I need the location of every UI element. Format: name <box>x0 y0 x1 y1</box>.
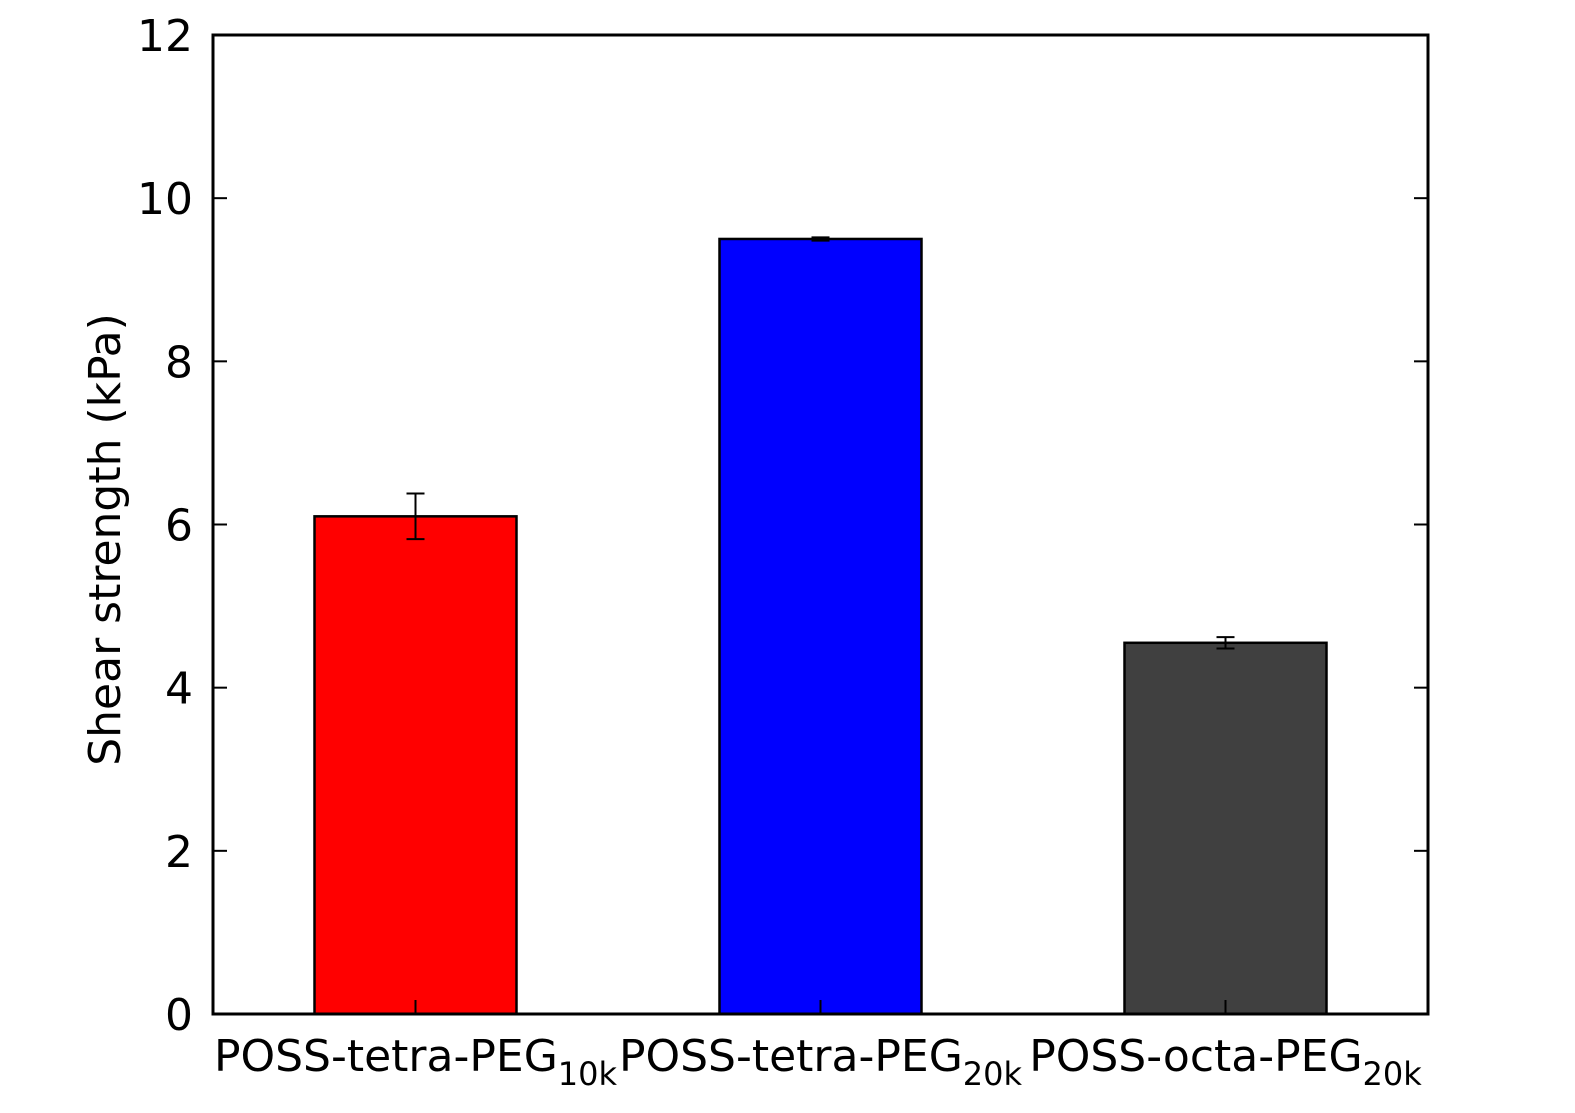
bar-2 <box>718 237 923 1016</box>
y-tick-label: 12 <box>137 11 193 62</box>
y-axis-label: Shear strength (kPa) <box>80 313 131 766</box>
y-tick-label: 0 <box>165 990 193 1041</box>
bars-group <box>313 237 1328 1016</box>
x-tick-label-3: POSS-octa-PEG20k <box>1029 1031 1422 1093</box>
y-axis-label-group: Shear strength (kPa) <box>80 313 131 766</box>
y-tick-label: 4 <box>165 664 193 715</box>
bar-3 <box>1123 641 1328 1016</box>
x-tick-label-1: POSS-tetra-PEG10k <box>214 1031 618 1093</box>
error-bars-group <box>406 236 1235 650</box>
y-tick-label: 8 <box>165 337 193 388</box>
y-tick-label: 10 <box>137 174 193 225</box>
y-ticks-group: 0 2 4 6 8 10 12 <box>137 11 1428 1041</box>
x-ticks-group: POSS-tetra-PEG10k POSS-tetra-PEG20k POSS-o… <box>214 1000 1422 1093</box>
bar-1 <box>313 515 518 1016</box>
y-tick-label: 6 <box>165 501 193 552</box>
x-tick-label-2: POSS-tetra-PEG20k <box>619 1031 1023 1093</box>
y-tick-label: 2 <box>165 827 193 878</box>
